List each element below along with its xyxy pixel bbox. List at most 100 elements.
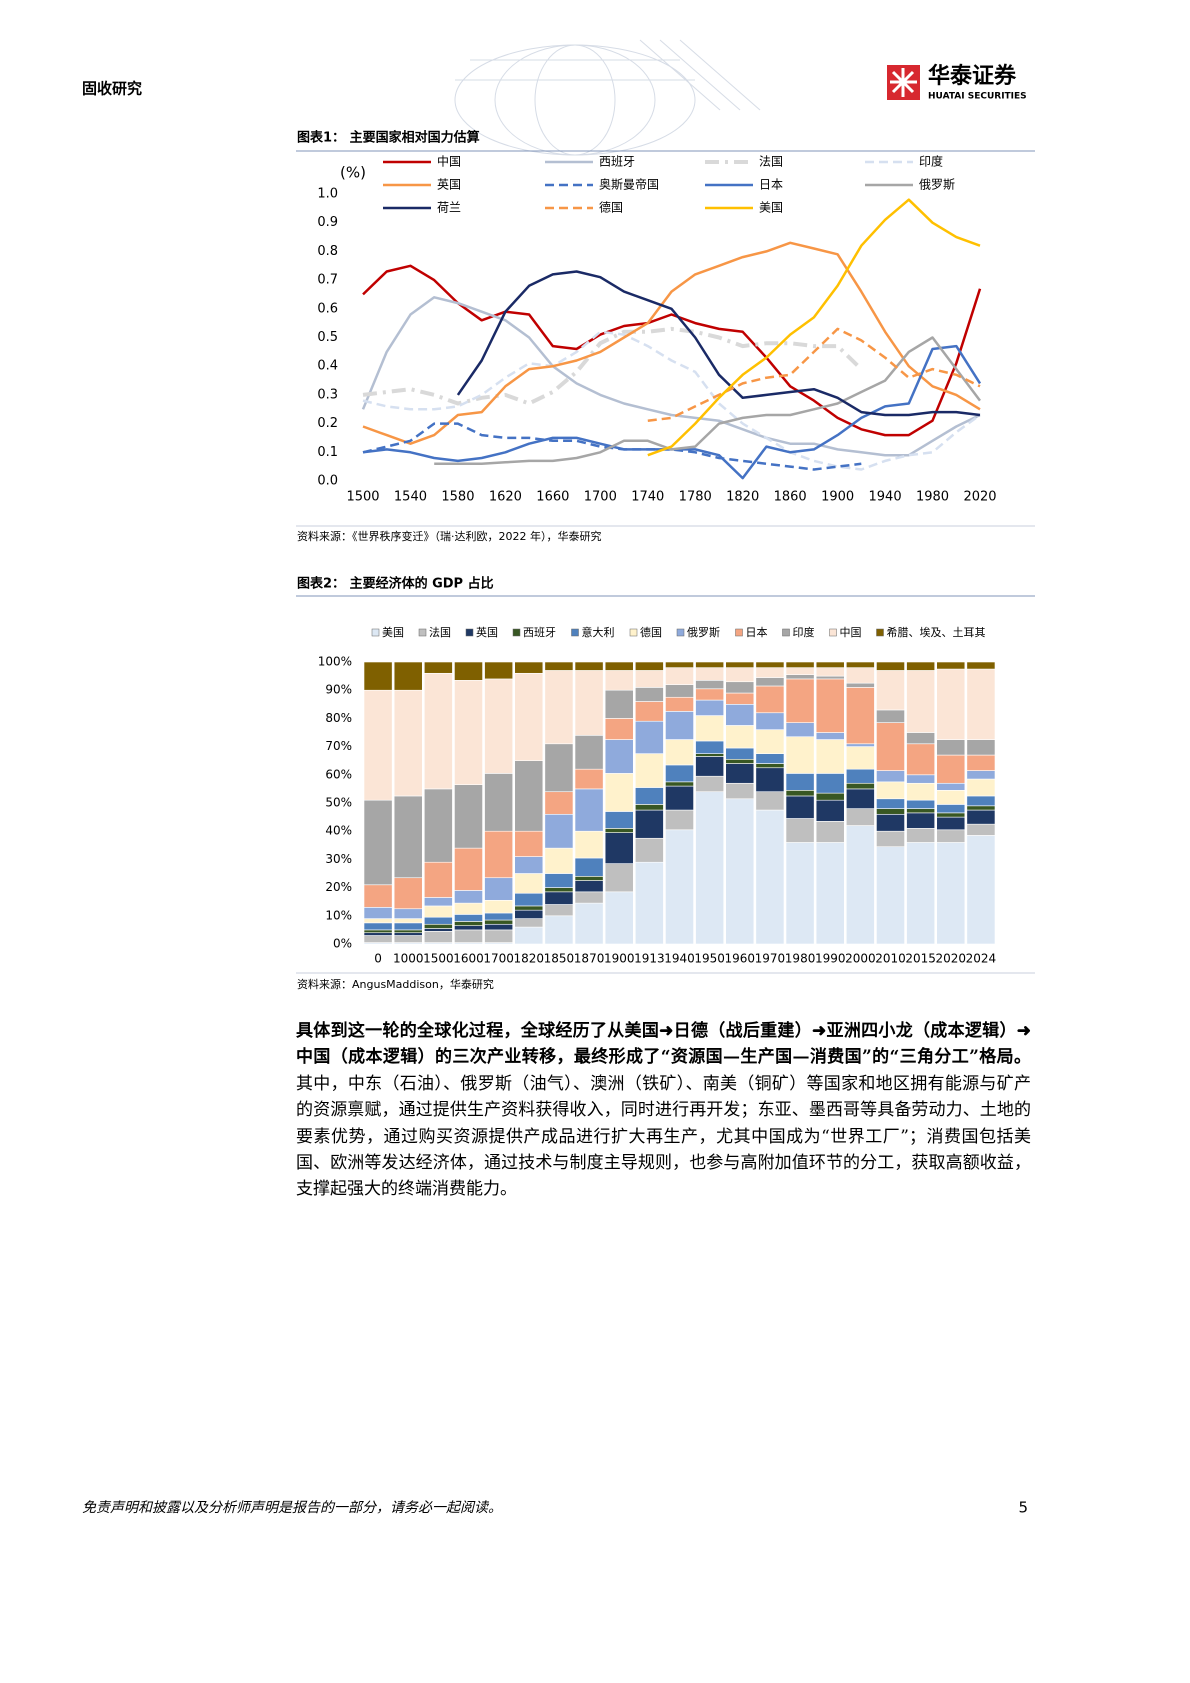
bar-segment (695, 661, 725, 668)
bar-segment (845, 808, 875, 826)
x-tick-label: 1850 (544, 952, 575, 966)
bar-segment (695, 699, 725, 716)
x-tick-label: 1970 (755, 952, 786, 966)
bar-segment (514, 856, 544, 874)
bar-segment (936, 668, 966, 740)
bar-segment (514, 892, 544, 907)
bar-segment (544, 873, 574, 888)
x-tick-label: 1820 (514, 952, 545, 966)
bar-segment (906, 828, 936, 843)
bar-segment (544, 847, 574, 874)
bar-segment (634, 809, 664, 839)
y-tick-label: 0.5 (317, 330, 338, 345)
bar-segment (725, 747, 755, 760)
bar-segment (484, 877, 514, 901)
bar-segment (604, 773, 634, 812)
bar-segment (876, 722, 905, 771)
bar-segment (845, 825, 875, 945)
bar-segment (815, 799, 845, 822)
bar-segment (454, 914, 483, 922)
bar-segment (725, 661, 755, 668)
bar-segment (725, 703, 755, 726)
chart-source: 资料来源：《世界秩序变迁》（瑞·达利欧，2022 年），华泰研究 (297, 529, 602, 543)
chart-title: 图表1： 主要国家相对国力估算 (297, 130, 480, 146)
logo-text: 华泰证券 (928, 63, 1017, 89)
bar-segment (906, 842, 936, 945)
legend-label: 意大利 (582, 625, 615, 639)
bar-segment (454, 902, 483, 915)
section-label: 固收研究 (82, 80, 142, 98)
bar-segment (876, 770, 905, 783)
bar-segment (725, 798, 755, 945)
logo-subtext: HUATAI SECURITIES (928, 92, 1027, 102)
bar-segment (604, 661, 634, 671)
bar-segment (695, 775, 725, 793)
bar-segment (966, 835, 996, 945)
body-paragraph: 具体到这一轮的全球化过程，全球经历了从美国➜日德（战后重建）➜亚洲四小龙（成本逻… (296, 1018, 1031, 1203)
legend-label: 日本 (759, 178, 783, 192)
bar-segment (574, 857, 604, 877)
y-tick-label: 0.9 (317, 215, 338, 230)
bar-segment (454, 925, 483, 931)
x-tick-label: 1700 (483, 952, 514, 966)
bar-segment (785, 795, 815, 819)
bar-segment (695, 753, 725, 757)
bar-segment (574, 788, 604, 832)
legend-swatch (512, 628, 521, 637)
bar-segment (454, 890, 483, 904)
bar-segment (544, 670, 574, 745)
bar-segment (785, 722, 815, 738)
y-tick-label: 60% (325, 767, 352, 781)
bar-segment (876, 661, 905, 671)
y-tick-label: 100% (318, 655, 352, 669)
bar-segment (906, 812, 936, 829)
bar-segment (876, 781, 905, 800)
bar-segment (695, 715, 725, 742)
x-tick-label: 2020 (936, 952, 967, 966)
series-line (647, 327, 981, 422)
y-tick-label: 0.0 (317, 474, 338, 489)
chart-title: 图表2： 主要经济体的 GDP 占比 (297, 576, 494, 592)
bar-segment (936, 739, 966, 756)
x-tick-label: 1980 (916, 490, 949, 505)
bar-segment (574, 768, 604, 790)
bar-segment (363, 799, 393, 886)
y-tick-label: 70% (325, 739, 352, 753)
legend-label: 西班牙 (599, 155, 635, 169)
bar-segment (484, 678, 514, 774)
bar-segment (363, 661, 393, 691)
bar-segment (845, 768, 875, 784)
x-tick-label: 1600 (453, 952, 484, 966)
bar-segment (423, 897, 453, 907)
legend-label: 俄罗斯 (687, 626, 720, 639)
bar-segment (906, 799, 936, 809)
bar-segment (363, 907, 393, 919)
bar-segment (665, 809, 694, 831)
bar-segment (936, 782, 966, 791)
y-tick-label: 0.7 (317, 273, 338, 288)
bar-segment (423, 905, 453, 918)
bar-segment (484, 919, 514, 925)
bar-segment (725, 725, 755, 749)
bar-segment (966, 778, 996, 797)
bar-segment (544, 743, 574, 793)
bar-segment (876, 808, 905, 815)
x-tick-label: 1913 (634, 952, 665, 966)
bar-segment (845, 788, 875, 809)
legend-label: 荷兰 (437, 201, 461, 215)
bar-segment (936, 816, 966, 831)
y-tick-label: 80% (325, 711, 352, 725)
bar-segment (423, 931, 453, 943)
bar-segment (845, 661, 875, 668)
bar-segment (755, 667, 785, 678)
bar-segment (423, 661, 453, 674)
bar-segment (936, 829, 966, 843)
bar-segment (634, 720, 664, 754)
bar-segment (514, 830, 544, 857)
y-tick-label: 40% (325, 824, 352, 838)
series-line (362, 264, 982, 437)
series-line (362, 422, 862, 471)
bar-segment (393, 918, 423, 924)
y-tick-label: 0.1 (317, 445, 338, 460)
logo-icon (887, 65, 920, 100)
